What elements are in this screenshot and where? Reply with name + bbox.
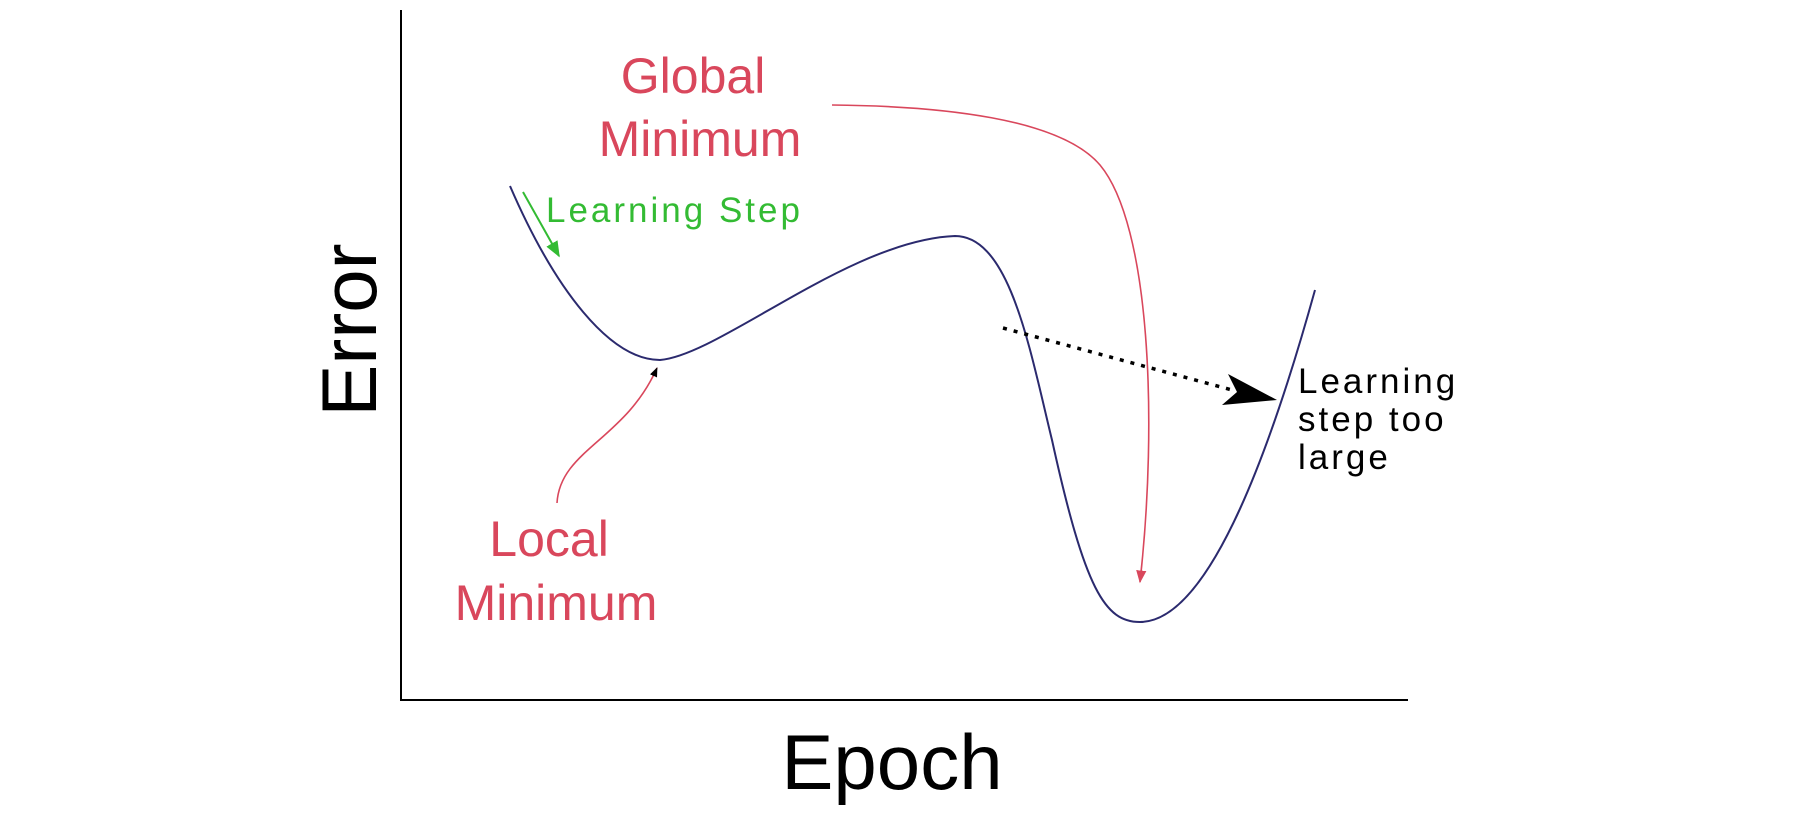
x-axis-label: Epoch: [781, 718, 1002, 806]
global-minimum-label: Global Minimum: [599, 48, 802, 167]
global-minimum-label-line2: Minimum: [599, 111, 802, 167]
learning-step-label: Learning Step: [546, 191, 803, 230]
local-minimum-label-line2: Minimum: [455, 575, 658, 631]
overshoot-arrowhead: [1222, 374, 1277, 405]
too-large-label-line3: large: [1298, 438, 1391, 477]
learning-step-arrow: [522, 191, 560, 258]
global-minimum-arrow: [831, 104, 1150, 584]
global-minimum-label-line1: Global: [621, 48, 766, 104]
y-axis-label: Error: [305, 243, 393, 416]
local-minimum-arrow: [556, 367, 658, 504]
too-large-label-line2: step too: [1298, 400, 1447, 439]
error-curve: [509, 185, 1316, 624]
learning-step-too-large-label: Learning step too large: [1298, 362, 1471, 477]
local-minimum-label: Local Minimum: [455, 511, 658, 631]
local-minimum-label-line1: Local: [489, 511, 609, 567]
too-large-label-line1: Learning: [1298, 362, 1458, 401]
